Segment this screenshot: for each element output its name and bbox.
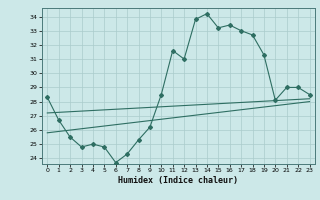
- X-axis label: Humidex (Indice chaleur): Humidex (Indice chaleur): [118, 176, 238, 185]
